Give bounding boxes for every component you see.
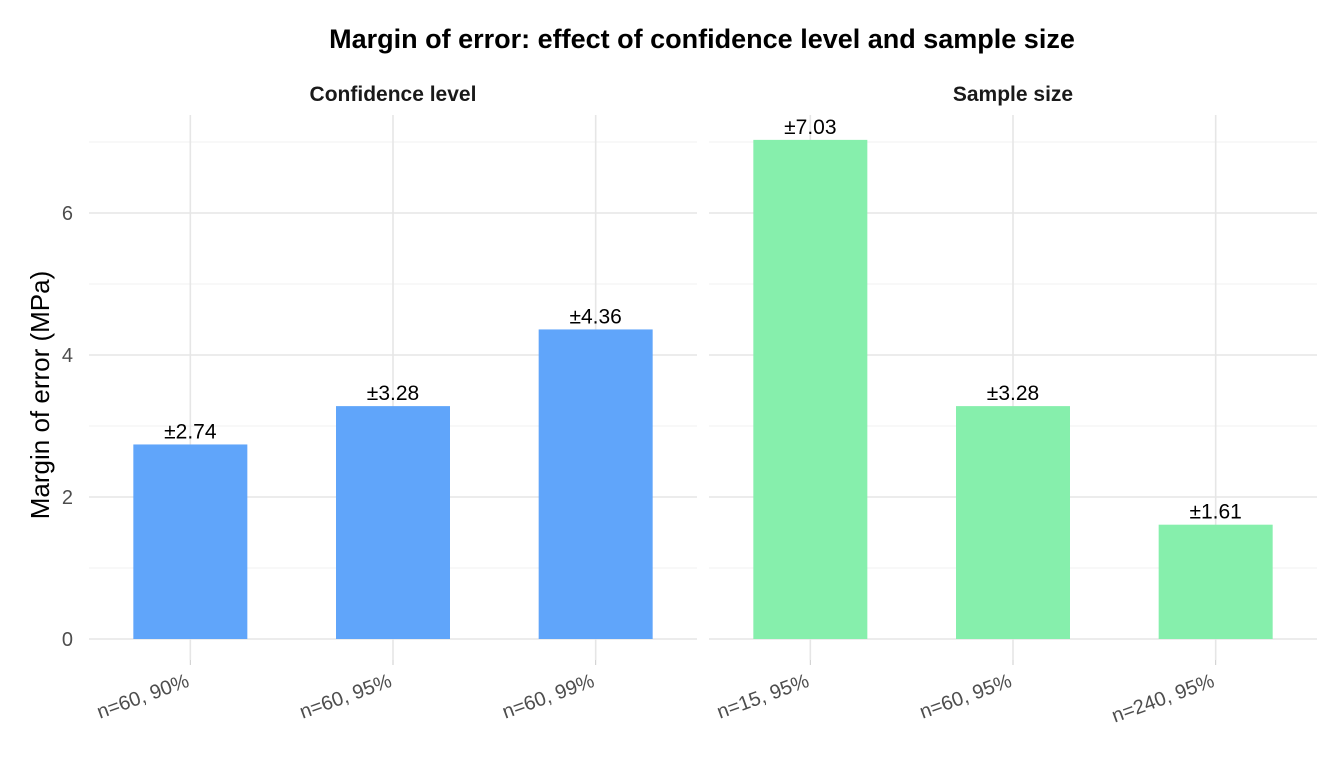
chart-panels: ±2.74 n=60, 90% ±3.28 n=60, 95% ±4.36 n=60, 9… [89, 83, 1317, 727]
bar [133, 444, 248, 639]
bar [753, 139, 868, 639]
bar [1158, 524, 1273, 639]
y-tick-label: 0 [62, 629, 73, 651]
chart-title: Margin of error: effect of confidence le… [329, 24, 1075, 54]
x-tick-label: n=240, 95% [1109, 670, 1218, 727]
x-tick-label: n=60, 90% [94, 670, 192, 724]
panel-1: ±2.74 n=60, 90% ±3.28 n=60, 95% ±4.36 n=60, 9… [89, 83, 697, 724]
data-label: ±1.61 [1189, 501, 1241, 524]
bar [336, 406, 450, 639]
data-label: ±4.36 [569, 305, 621, 328]
x-tick-label: n=60, 95% [917, 670, 1015, 724]
y-tick-label: 2 [62, 487, 73, 509]
data-label: ±7.03 [784, 116, 836, 139]
y-axis-label: Margin of error (MPa) [25, 271, 55, 520]
data-label: ±3.28 [367, 382, 419, 405]
bar [538, 329, 653, 639]
bar [956, 406, 1070, 639]
x-tick-label: n=60, 95% [297, 670, 395, 724]
panel-strip-title: Sample size [953, 83, 1073, 106]
y-tick-label: 6 [62, 203, 73, 225]
data-label: ±2.74 [164, 420, 217, 443]
x-tick-label: n=60, 99% [499, 670, 597, 724]
y-tick-label: 4 [62, 345, 73, 367]
y-axis-ticks: 0 2 4 6 [62, 203, 73, 651]
x-tick-label: n=15, 95% [714, 670, 812, 724]
panel-strip-title: Confidence level [310, 83, 477, 106]
data-label: ±3.28 [987, 382, 1039, 405]
panel-2: ±7.03 n=15, 95% ±3.28 n=60, 95% ±1.61 n=240, … [709, 83, 1317, 727]
